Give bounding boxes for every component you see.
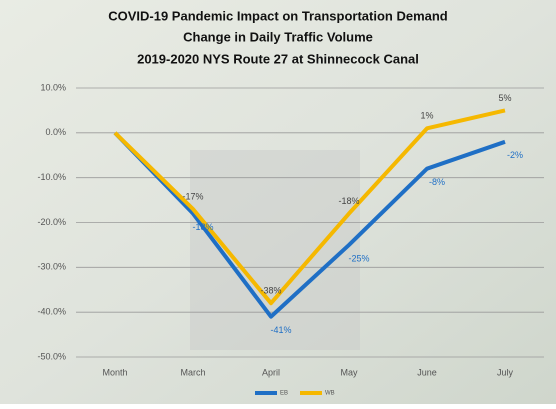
y-tick-label: -40.0% xyxy=(37,307,66,317)
data-label: 5% xyxy=(498,93,511,103)
legend-label: EB xyxy=(280,391,288,397)
x-tick-label: May xyxy=(340,367,358,377)
x-tick-label: March xyxy=(180,367,205,377)
data-label: -17% xyxy=(182,191,203,201)
data-label: -2% xyxy=(507,150,523,160)
series-line xyxy=(113,108,506,306)
y-tick-label: -20.0% xyxy=(37,217,66,227)
y-tick-label: -10.0% xyxy=(37,172,66,182)
data-label: 1% xyxy=(420,111,433,121)
x-tick-label: June xyxy=(417,367,437,377)
data-label: -41% xyxy=(270,325,291,335)
photo-building xyxy=(190,150,360,350)
data-label: -18% xyxy=(338,196,359,206)
x-tick-label: July xyxy=(497,367,514,377)
data-label: -8% xyxy=(429,177,445,187)
y-tick-label: -30.0% xyxy=(37,262,66,272)
series-line xyxy=(113,131,506,319)
data-label: -18% xyxy=(192,222,213,232)
y-tick-label: 10.0% xyxy=(40,82,66,92)
legend-label: WB xyxy=(325,391,335,397)
chart-subtitle: 2019-2020 NYS Route 27 at Shinnecock Can… xyxy=(137,51,419,66)
x-tick-label: April xyxy=(262,367,280,377)
data-label: -38% xyxy=(260,286,281,296)
data-label: -25% xyxy=(348,253,369,263)
y-tick-label: -50.0% xyxy=(37,351,66,361)
y-tick-label: 0.0% xyxy=(45,127,66,137)
x-tick-label: Month xyxy=(102,367,127,377)
chart-title: COVID-19 Pandemic Impact on Transportati… xyxy=(108,8,448,23)
chart-subtitle: Change in Daily Traffic Volume xyxy=(183,29,373,44)
